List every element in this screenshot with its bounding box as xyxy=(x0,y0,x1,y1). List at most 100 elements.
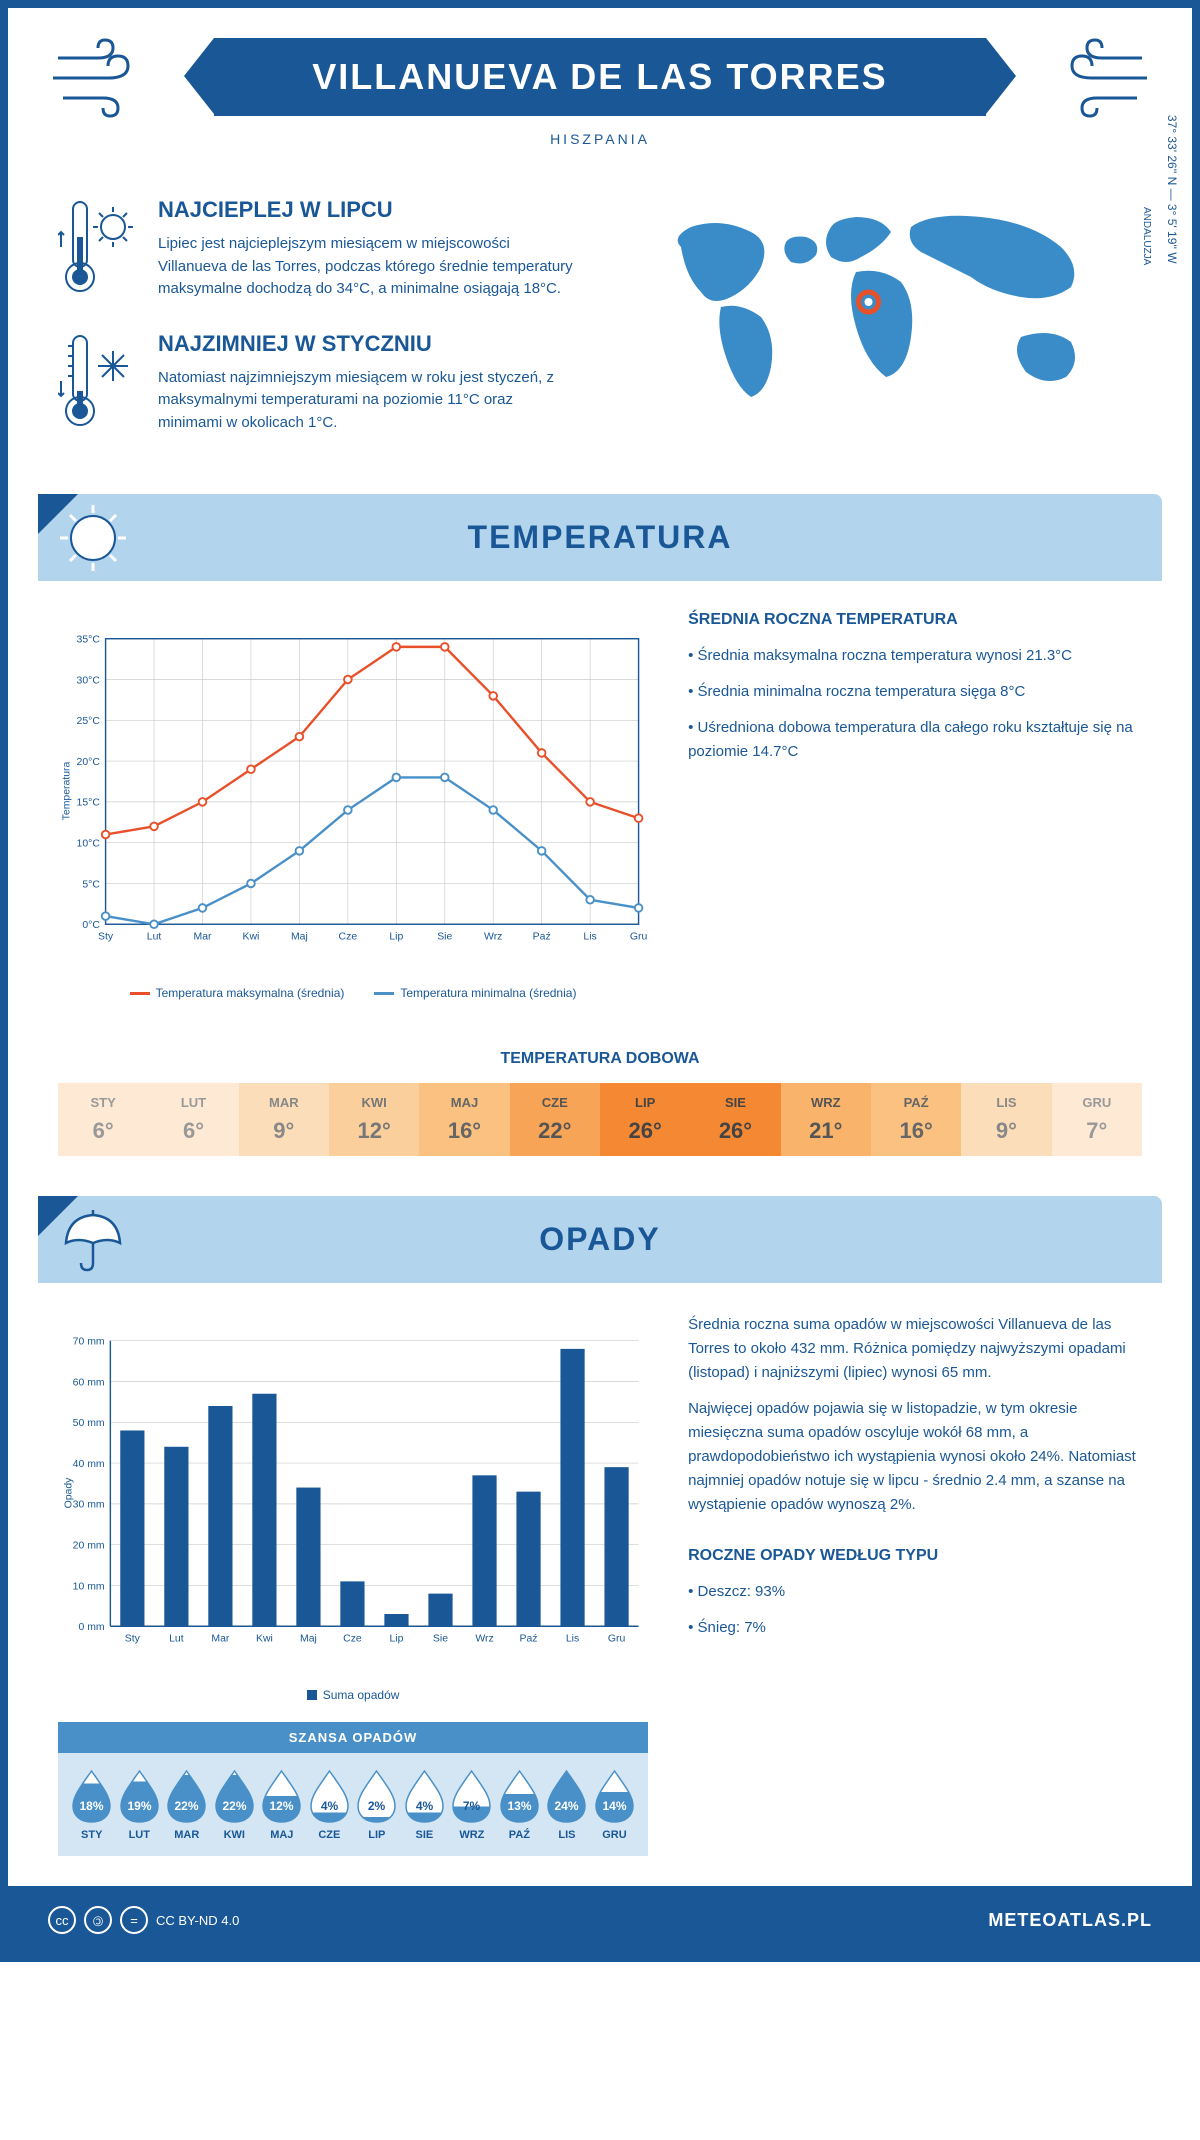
annual-temp-title: ŚREDNIA ROCZNA TEMPERATURA xyxy=(688,611,1142,629)
svg-text:18%: 18% xyxy=(80,1799,104,1813)
page-title: VILLANUEVA DE LAS TORRES xyxy=(214,38,987,116)
svg-text:Wrz: Wrz xyxy=(475,1633,493,1644)
temp-cell: CZE22° xyxy=(510,1083,600,1156)
intro-section: NAJCIEPLEJ W LIPCU Lipiec jest najcieple… xyxy=(8,167,1192,494)
license-text: CC BY-ND 4.0 xyxy=(156,1913,239,1928)
warmest-text: NAJCIEPLEJ W LIPCU Lipiec jest najcieple… xyxy=(158,197,580,301)
warmest-desc: Lipiec jest najcieplejszym miesiącem w m… xyxy=(158,233,580,301)
svg-text:12%: 12% xyxy=(270,1799,294,1813)
drop-cell: 4% CZE xyxy=(306,1768,354,1841)
intro-left: NAJCIEPLEJ W LIPCU Lipiec jest najcieple… xyxy=(58,197,580,464)
temp-cell: LIP26° xyxy=(600,1083,690,1156)
footer: cc 🄯 = CC BY-ND 4.0 METEOATLAS.PL xyxy=(8,1886,1192,1954)
warmest-title: NAJCIEPLEJ W LIPCU xyxy=(158,197,580,223)
svg-text:60 mm: 60 mm xyxy=(73,1377,105,1388)
svg-text:4%: 4% xyxy=(321,1799,339,1813)
svg-text:Sie: Sie xyxy=(433,1633,448,1644)
svg-text:Cze: Cze xyxy=(339,931,358,942)
drop-cell: 12% MAJ xyxy=(258,1768,306,1841)
precip-type-item: • Deszcz: 93% xyxy=(688,1580,1142,1604)
page: VILLANUEVA DE LAS TORRES HISZPANIA xyxy=(0,0,1200,1962)
coldest-title: NAJZIMNIEJ W STYCZNIU xyxy=(158,331,580,357)
svg-text:Gru: Gru xyxy=(608,1633,626,1644)
svg-text:Sty: Sty xyxy=(125,1633,141,1644)
cc-icon: cc xyxy=(48,1906,76,1934)
svg-text:Mar: Mar xyxy=(193,931,212,942)
svg-text:Kwi: Kwi xyxy=(243,931,260,942)
svg-text:Sie: Sie xyxy=(437,931,452,942)
legend-min-label: Temperatura minimalna (średnia) xyxy=(400,986,576,1000)
svg-text:20 mm: 20 mm xyxy=(73,1540,105,1551)
svg-text:13%: 13% xyxy=(507,1799,531,1813)
temperature-line-chart: 0°C5°C10°C15°C20°C25°C30°C35°CStyLutMarK… xyxy=(58,611,648,971)
svg-text:Wrz: Wrz xyxy=(484,931,502,942)
temp-cell: GRU7° xyxy=(1052,1083,1142,1156)
umbrella-icon xyxy=(58,1205,128,1275)
world-map-icon xyxy=(620,197,1142,447)
svg-text:25°C: 25°C xyxy=(77,716,101,727)
drop-cell: 19% LUT xyxy=(116,1768,164,1841)
legend-precip: Suma opadów xyxy=(307,1688,400,1702)
precip-text2: Najwięcej opadów pojawia się w listopadz… xyxy=(688,1397,1142,1517)
svg-text:Lut: Lut xyxy=(169,1633,184,1644)
svg-text:40 mm: 40 mm xyxy=(73,1459,105,1470)
svg-text:20°C: 20°C xyxy=(77,757,101,768)
drop-cell: 2% LIP xyxy=(353,1768,401,1841)
svg-text:5°C: 5°C xyxy=(82,879,100,890)
precip-text1: Średnia roczna suma opadów w miejscowośc… xyxy=(688,1313,1142,1385)
precipitation-title: OPADY xyxy=(63,1221,1137,1258)
precip-chart-area: 0 mm10 mm20 mm30 mm40 mm50 mm60 mm70 mmO… xyxy=(58,1313,648,1856)
svg-text:0°C: 0°C xyxy=(82,920,100,931)
temperature-chart-section: 0°C5°C10°C15°C20°C25°C30°C35°CStyLutMarK… xyxy=(8,581,1192,1030)
temp-info: ŚREDNIA ROCZNA TEMPERATURA • Średnia mak… xyxy=(688,611,1142,1000)
svg-text:24%: 24% xyxy=(555,1799,579,1813)
svg-text:Gru: Gru xyxy=(630,931,648,942)
svg-text:Lis: Lis xyxy=(583,931,596,942)
wind-icon xyxy=(48,38,148,118)
precip-info: Średnia roczna suma opadów w miejscowośc… xyxy=(688,1313,1142,1856)
svg-text:14%: 14% xyxy=(602,1799,626,1813)
temperature-header: TEMPERATURA xyxy=(38,494,1162,581)
wind-icon xyxy=(1052,38,1152,118)
region-label: ANDALUZJA xyxy=(1141,207,1152,265)
by-icon: 🄯 xyxy=(84,1906,112,1934)
temp-bullet: • Średnia minimalna roczna temperatura s… xyxy=(688,680,1142,704)
daily-temp: TEMPERATURA DOBOWA STY6°LUT6°MAR9°KWI12°… xyxy=(8,1030,1192,1196)
svg-text:Lip: Lip xyxy=(389,931,403,942)
svg-text:Maj: Maj xyxy=(300,1633,317,1644)
svg-text:Mar: Mar xyxy=(211,1633,230,1644)
daily-temp-title: TEMPERATURA DOBOWA xyxy=(58,1050,1142,1068)
svg-text:Maj: Maj xyxy=(291,931,308,942)
warmest-block: NAJCIEPLEJ W LIPCU Lipiec jest najcieple… xyxy=(58,197,580,301)
brand: METEOATLAS.PL xyxy=(988,1910,1152,1931)
coordinates: 37° 33' 26'' N — 3° 5' 19'' W xyxy=(1165,114,1179,263)
svg-text:4%: 4% xyxy=(416,1799,434,1813)
precip-by-type-title: ROCZNE OPADY WEDŁUG TYPU xyxy=(688,1547,1142,1565)
svg-text:Sty: Sty xyxy=(98,931,114,942)
drop-cell: 22% KWI xyxy=(211,1768,259,1841)
legend-max-label: Temperatura maksymalna (średnia) xyxy=(156,986,345,1000)
svg-text:30 mm: 30 mm xyxy=(73,1500,105,1511)
drop-cell: 4% SIE xyxy=(401,1768,449,1841)
precipitation-bar-chart: 0 mm10 mm20 mm30 mm40 mm50 mm60 mm70 mmO… xyxy=(58,1313,648,1673)
header: VILLANUEVA DE LAS TORRES HISZPANIA xyxy=(8,8,1192,167)
drop-cell: 14% GRU xyxy=(591,1768,639,1841)
temp-legend: Temperatura maksymalna (średnia) Tempera… xyxy=(58,986,648,1000)
svg-text:19%: 19% xyxy=(127,1799,151,1813)
precip-chart-section: 0 mm10 mm20 mm30 mm40 mm50 mm60 mm70 mmO… xyxy=(8,1283,1192,1886)
svg-text:10 mm: 10 mm xyxy=(73,1581,105,1592)
temp-cell: LUT6° xyxy=(148,1083,238,1156)
temp-cell: LIS9° xyxy=(961,1083,1051,1156)
svg-text:Lis: Lis xyxy=(566,1633,579,1644)
svg-text:Lut: Lut xyxy=(147,931,162,942)
precip-type-item: • Śnieg: 7% xyxy=(688,1616,1142,1640)
svg-text:35°C: 35°C xyxy=(77,635,101,646)
svg-text:70 mm: 70 mm xyxy=(73,1337,105,1348)
temp-chart-area: 0°C5°C10°C15°C20°C25°C30°C35°CStyLutMarK… xyxy=(58,611,648,1000)
svg-text:2%: 2% xyxy=(368,1799,386,1813)
coldest-desc: Natomiast najzimniejszym miesiącem w rok… xyxy=(158,367,580,435)
temp-grid: STY6°LUT6°MAR9°KWI12°MAJ16°CZE22°LIP26°S… xyxy=(58,1083,1142,1156)
temp-bullet: • Uśredniona dobowa temperatura dla całe… xyxy=(688,716,1142,764)
drops-row: 18% STY 19% LUT 22% MAR 22% KWI 12% MAJ … xyxy=(58,1753,648,1856)
drop-cell: 13% PAŹ xyxy=(496,1768,544,1841)
